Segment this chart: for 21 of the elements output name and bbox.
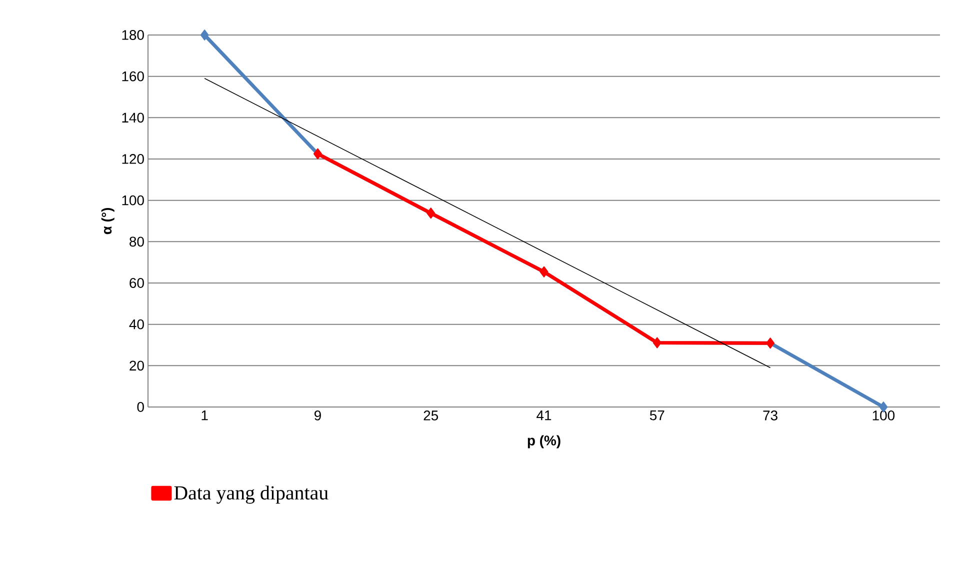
y-tick-label: 100: [122, 195, 144, 206]
y-tick-label: 180: [122, 30, 144, 40]
y-tick-label: 0: [137, 402, 144, 412]
point: [200, 30, 209, 40]
x-tick-label: 73: [763, 410, 778, 420]
x-tick-label: 9: [314, 410, 321, 420]
x-axis-title: p (%): [528, 435, 560, 448]
x-tick-label: 25: [424, 410, 438, 420]
y-tick-label: 140: [122, 112, 144, 123]
y-tick-label: 120: [122, 154, 144, 164]
y-tick-label: 20: [130, 360, 144, 371]
x-tick-label: 41: [536, 410, 552, 420]
y-tick-label: 80: [130, 236, 144, 247]
y-axis-title: α (°): [101, 208, 114, 234]
y-tick-label: 40: [129, 319, 144, 330]
x-tick-label: 57: [650, 410, 664, 420]
legend-label: Data yang dipantau: [174, 486, 328, 504]
x-tick-label: 100: [872, 410, 895, 420]
y-tick-label: 60: [130, 278, 144, 288]
y-tick-label: 160: [122, 71, 144, 82]
x-tick-label: 1: [202, 410, 208, 420]
